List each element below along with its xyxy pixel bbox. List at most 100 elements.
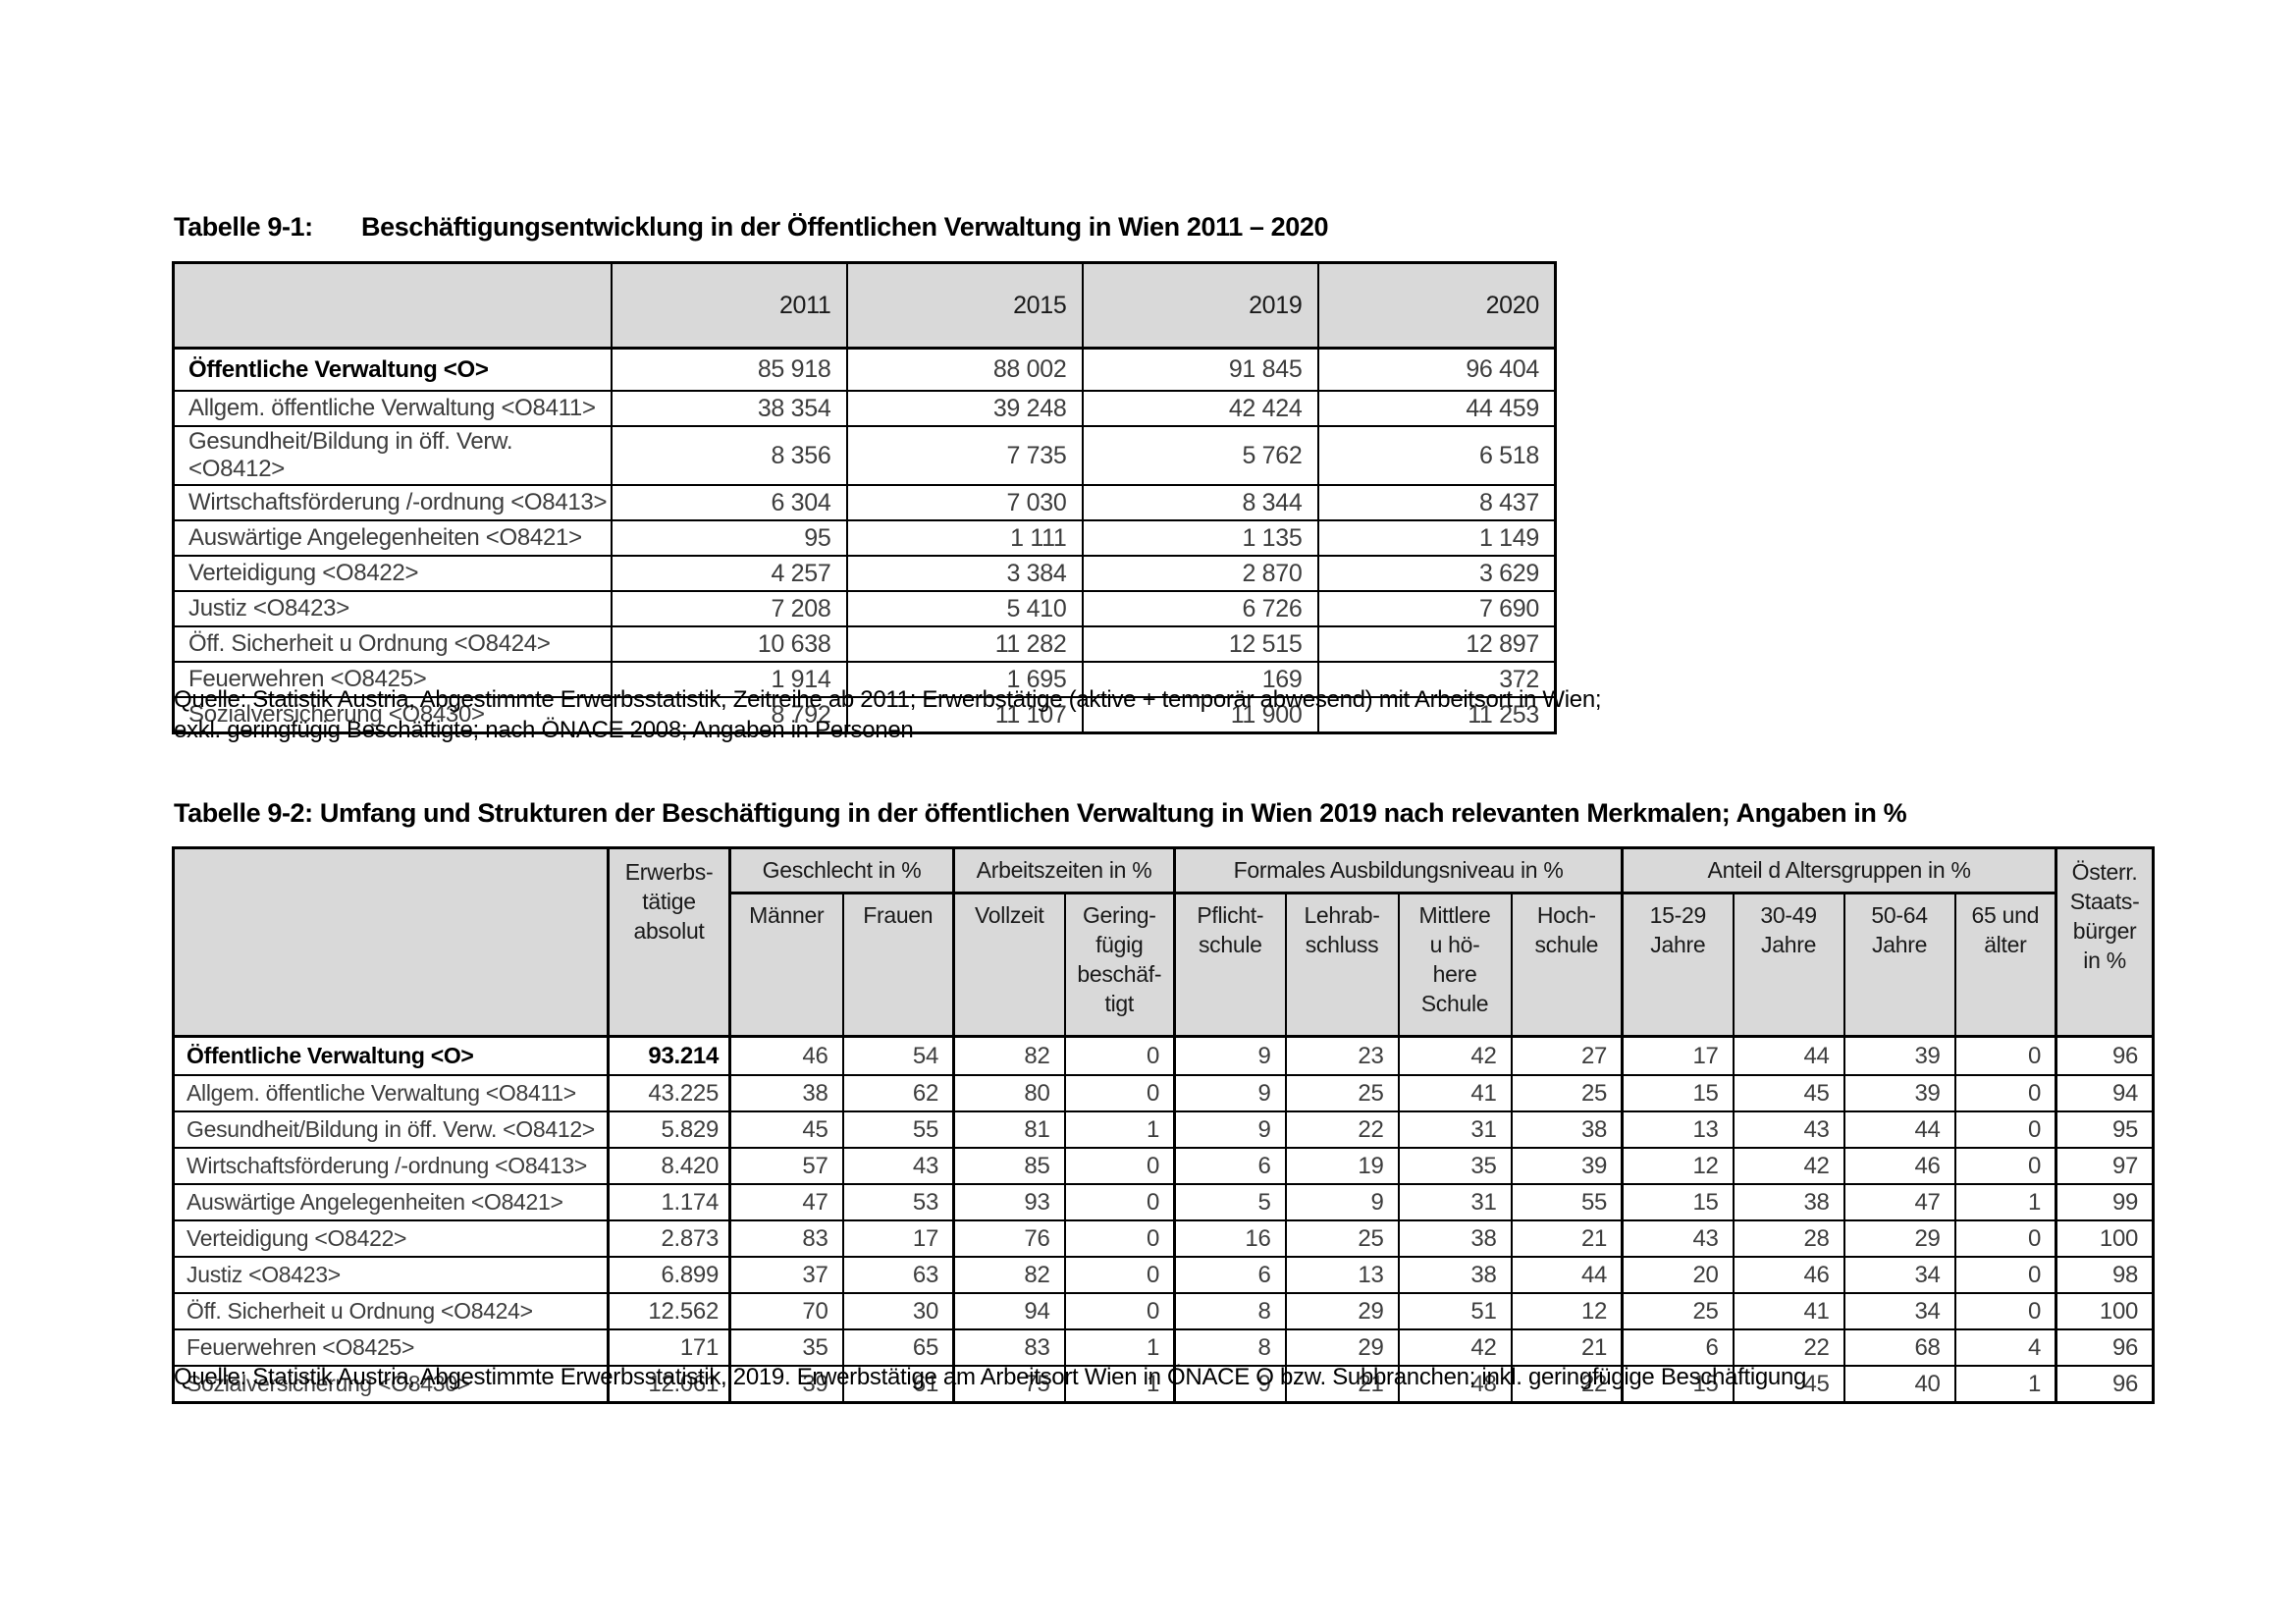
cell-value: 44	[1510, 1256, 1624, 1294]
cell-value: 96 404	[1316, 347, 1557, 392]
cell-value: 42	[1397, 1328, 1513, 1367]
cell-value: 63	[841, 1256, 955, 1294]
cell-value: 0	[1063, 1035, 1176, 1076]
table1-source: Quelle: Statistik Austria, Abgestimmte E…	[174, 686, 1602, 743]
cell-value: 28	[1732, 1219, 1845, 1258]
cell-value: 70	[728, 1292, 844, 1330]
cell-value: 1	[1063, 1110, 1176, 1149]
cell-value: 12 897	[1316, 625, 1557, 663]
group-header-altersgruppen: Anteil d Altersgruppen in %	[1621, 846, 2057, 894]
cell-value: 35	[1397, 1147, 1513, 1185]
table2-header-group-row: Erwerbs- tätige absolut Geschlecht in % …	[172, 846, 2155, 1038]
col-header-geringfuegig: Gering- fügig beschäf- tigt	[1063, 892, 1176, 1038]
row-label: Auswärtige Angelegenheiten <O8421>	[172, 1183, 610, 1221]
cell-value: 80	[952, 1074, 1066, 1112]
cell-value: 0	[1953, 1256, 2057, 1294]
cell-value: 10 638	[610, 625, 848, 663]
cell-value: 76	[952, 1219, 1066, 1258]
cell-value: 1 914	[610, 661, 848, 698]
cell-value: 8 437	[1316, 484, 1557, 521]
cell-value: 38 354	[610, 390, 848, 427]
table-row: Öff. Sicherheit u Ordnung <O8424> 10 638 1…	[172, 625, 1557, 663]
table-row: Feuerwehren <O8425> 171 35 65 83 1 8 29 42 21 6 22 6…	[172, 1328, 2155, 1367]
cell-value: 42	[1397, 1035, 1513, 1076]
cell-value: 25	[1621, 1292, 1735, 1330]
cell-value: 97	[2055, 1147, 2155, 1185]
col-header-vollzeit: Vollzeit	[952, 892, 1066, 1038]
table-row: Feuerwehren <O8425> 1 914 1 695 169 372	[172, 661, 1557, 698]
cell-absolut: 2.873	[607, 1219, 731, 1258]
cell-value: 16	[1173, 1219, 1287, 1258]
cell-value: 81	[952, 1110, 1066, 1149]
row-label: Verteidigung <O8422>	[172, 1219, 610, 1258]
cell-value: 98	[2055, 1256, 2155, 1294]
cell-value: 1	[1953, 1183, 2057, 1221]
cell-value: 45	[1732, 1365, 1845, 1404]
cell-value: 68	[1842, 1328, 1956, 1367]
cell-value: 55	[841, 1110, 955, 1149]
cell-value: 46	[1732, 1256, 1845, 1294]
cell-value: 3 629	[1316, 555, 1557, 592]
cell-value: 43	[1621, 1219, 1735, 1258]
cell-value: 5	[1173, 1183, 1287, 1221]
cell-value: 48	[1397, 1365, 1513, 1404]
col-header-pflichtschule: Pflicht- schule	[1173, 892, 1287, 1038]
cell-value: 15	[1621, 1365, 1735, 1404]
cell-value: 38	[1397, 1219, 1513, 1258]
cell-value: 75	[952, 1365, 1066, 1404]
col-header-hochschule: Hoch- schule	[1510, 892, 1624, 1038]
col-header-50-64: 50-64 Jahre	[1842, 892, 1956, 1038]
cell-value: 0	[1953, 1147, 2057, 1185]
cell-value: 0	[1063, 1183, 1176, 1221]
cell-value: 95	[610, 519, 848, 557]
cell-value: 38	[1397, 1256, 1513, 1294]
table2-header-empty	[172, 846, 610, 1038]
table1-title-label: Tabelle 9-1:	[174, 212, 313, 242]
table-row: Auswärtige Angelegenheiten <O8421> 1.174 4…	[172, 1183, 2155, 1221]
group-header-arbeitszeiten: Arbeitszeiten in %	[952, 846, 1176, 894]
col-header-oesterr-staatsbuerger: Österr. Staats- bürger in %	[2055, 846, 2155, 1038]
cell-absolut: 171	[607, 1328, 731, 1367]
table-row: Öffentliche Verwaltung <O> 85 918 88 002 91…	[172, 347, 1557, 392]
cell-absolut: 43.225	[607, 1074, 731, 1112]
cell-value: 94	[952, 1292, 1066, 1330]
row-label: Öffentliche Verwaltung <O>	[172, 347, 613, 392]
row-label: Feuerwehren <O8425>	[172, 1328, 610, 1367]
cell-value: 7 030	[845, 484, 1084, 521]
cell-value: 0	[1953, 1035, 2057, 1076]
cell-value: 8 356	[610, 425, 848, 486]
cell-value: 6 304	[610, 484, 848, 521]
cell-value: 42 424	[1081, 390, 1319, 427]
cell-value: 0	[1953, 1110, 2057, 1149]
table-row: Öffentliche Verwaltung <O> 93.214 46 54 82 0 9…	[172, 1035, 2155, 1076]
row-label: Sozialversicherung <O8430>	[172, 696, 613, 734]
row-label: Wirtschaftsförderung /-ordnung <O8413>	[172, 484, 613, 521]
cell-value: 85 918	[610, 347, 848, 392]
cell-value: 6	[1621, 1328, 1735, 1367]
cell-value: 31	[1397, 1110, 1513, 1149]
cell-value: 4	[1953, 1328, 2057, 1367]
cell-value: 4 257	[610, 555, 848, 592]
cell-value: 39	[1510, 1147, 1624, 1185]
cell-value: 47	[728, 1183, 844, 1221]
col-header-lehrabschluss: Lehrab- schluss	[1284, 892, 1400, 1038]
table-row: Allgem. öffentliche Verwaltung <O8411> 38…	[172, 390, 1557, 427]
row-label: Wirtschaftsförderung /-ordnung <O8413>	[172, 1147, 610, 1185]
cell-value: 8 792	[610, 696, 848, 734]
cell-value: 96	[2055, 1035, 2155, 1076]
col-header-erwerbstaetige-absolut: Erwerbs- tätige absolut	[607, 846, 731, 1038]
cell-value: 34	[1842, 1292, 1956, 1330]
cell-value: 88 002	[845, 347, 1084, 392]
table-row: Auswärtige Angelegenheiten <O8421> 95 1 11…	[172, 519, 1557, 557]
cell-value: 19	[1284, 1147, 1400, 1185]
cell-value: 25	[1510, 1074, 1624, 1112]
cell-value: 8 344	[1081, 484, 1319, 521]
cell-value: 20	[1621, 1256, 1735, 1294]
cell-absolut: 12.061	[607, 1365, 731, 1404]
cell-value: 82	[952, 1035, 1066, 1076]
cell-value: 34	[1842, 1256, 1956, 1294]
group-header-ausbildungsniveau: Formales Ausbildungsniveau in %	[1173, 846, 1624, 894]
row-label: Allgem. öffentliche Verwaltung <O8411>	[172, 1074, 610, 1112]
table1-header-row: 2011 2015 2019 2020	[172, 261, 1557, 350]
cell-value: 39	[1842, 1074, 1956, 1112]
